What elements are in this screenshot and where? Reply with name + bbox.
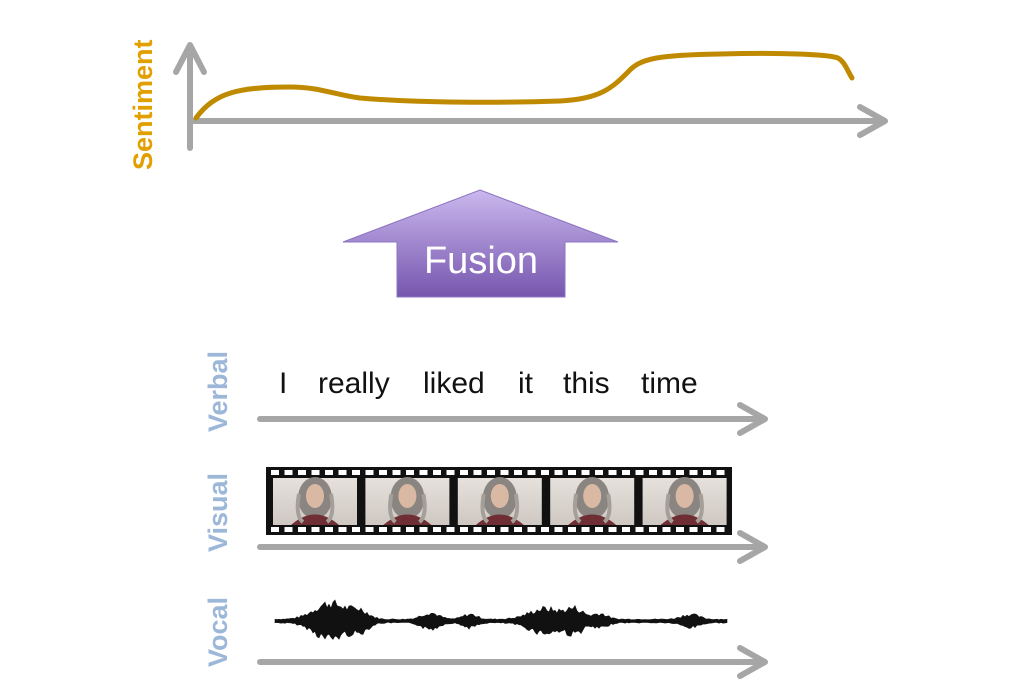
film-sprocket-hole [568,527,576,532]
film-sprocket-hole [676,527,684,532]
film-sprocket-hole [662,527,671,532]
film-sprocket-hole [608,470,617,475]
film-sprocket-hole [433,470,441,475]
transcript-word: this [563,367,610,400]
film-sprocket-hole [379,527,387,532]
film-sprocket-hole [568,470,576,475]
film-sprocket-hole [446,527,455,532]
film-sprocket-hole [514,527,522,532]
sentiment-axes [173,42,888,151]
film-sprocket-hole [433,527,441,532]
film-sprocket-hole [635,470,644,475]
film-sprocket-hole [595,470,603,475]
film-sprocket-hole [419,470,428,475]
film-sprocket-hole [554,527,563,532]
sentiment-y-arrowhead [173,42,207,75]
film-sprocket-hole [581,527,590,532]
film-sprocket-hole [487,527,495,532]
film-sprocket-hole [527,470,536,475]
film-sprocket-hole [311,470,320,475]
video-frame [550,477,635,525]
vocal-axis [257,645,768,679]
film-sprocket-hole [325,527,333,532]
fusion-label: Fusion [423,240,539,282]
visual-axis [257,530,768,564]
film-sprocket-hole [703,470,711,475]
film-frames [273,477,727,525]
film-sprocket-hole [554,470,563,475]
transcript-word: really [318,367,390,400]
film-strip [266,467,732,535]
video-frame [273,477,357,525]
film-sprocket-hole [716,470,725,475]
film-sprocket-hole [676,470,684,475]
film-sprocket-hole [662,470,671,475]
visual-modality-label: Visual [203,472,233,552]
film-sprocket-hole [392,527,401,532]
sentiment-x-arrowhead [857,104,888,138]
vocal-modality-label: Vocal [203,596,233,667]
sentiment-axis-label: Sentiment [128,39,158,170]
film-sprocket-hole [365,527,374,532]
film-sprocket-hole [271,527,279,532]
film-sprocket-hole [514,470,522,475]
film-sprocket-hole [406,470,414,475]
film-sprocket-hole [541,527,549,532]
film-sprocket-hole [622,470,630,475]
film-sprocket-hole [352,470,360,475]
film-sprocket-hole [460,470,468,475]
sentiment-curve [193,50,855,121]
film-sprocket-hole [649,470,657,475]
film-sprocket-hole [419,527,428,532]
transcript-word: time [641,367,698,400]
film-sprocket-hole [635,527,644,532]
film-sprocket-hole [527,527,536,532]
film-sprocket-hole [649,527,657,532]
film-sprocket-hole [298,470,306,475]
film-sprocket-hole [608,527,617,532]
film-sprocket-hole [271,470,279,475]
film-sprocket-hole [352,527,360,532]
film-sprocket-hole [500,470,509,475]
film-sprocket-hole [379,470,387,475]
film-sprocket-hole [689,470,698,475]
audio-waveform [274,599,728,640]
transcript-word: it [518,367,533,400]
film-sprocket-hole [460,527,468,532]
verbal-modality-label: Verbal [203,350,233,432]
film-sprockets [271,470,725,532]
film-sprocket-hole [446,470,455,475]
film-sprocket-hole [392,470,401,475]
video-frame [365,477,450,525]
film-sprocket-hole [338,527,347,532]
transcript-word: liked [423,367,485,400]
fusion-arrow [342,189,619,298]
film-sprocket-hole [365,470,374,475]
video-frame [642,477,727,525]
film-sprocket-hole [473,527,482,532]
film-sprocket-hole [325,470,333,475]
video-frame [457,477,542,525]
film-sprocket-hole [689,527,698,532]
film-sprocket-hole [311,527,320,532]
film-sprocket-hole [716,527,725,532]
transcript-word: I [279,367,288,400]
verbal-axis [257,402,768,436]
film-sprocket-hole [473,470,482,475]
film-sprocket-hole [298,527,306,532]
film-sprocket-hole [487,470,495,475]
film-sprocket-hole [595,527,603,532]
film-sprocket-hole [338,470,347,475]
film-sprocket-hole [284,527,293,532]
film-sprocket-hole [500,527,509,532]
film-sprocket-hole [541,470,549,475]
film-sprocket-hole [284,470,293,475]
film-sprocket-hole [622,527,630,532]
film-sprocket-hole [581,470,590,475]
film-sprocket-hole [703,527,711,532]
film-sprocket-hole [406,527,414,532]
